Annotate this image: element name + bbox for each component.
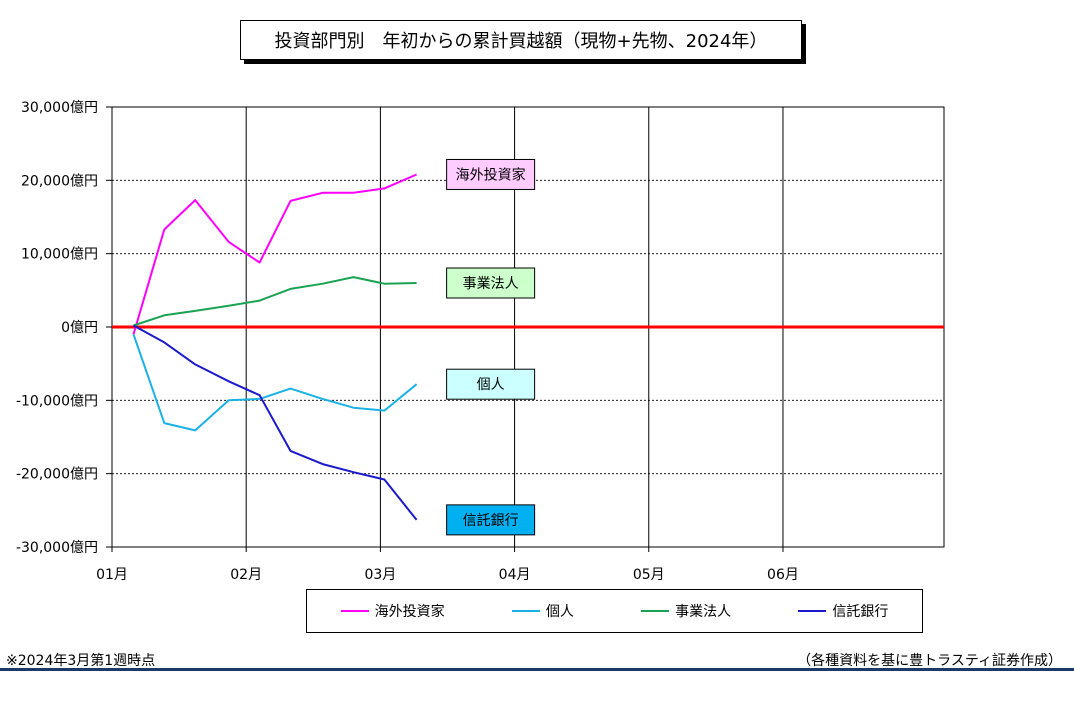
y-tick-label: -30,000億円 xyxy=(16,540,98,556)
series-label: 個人 xyxy=(477,377,505,393)
series-label: 事業法人 xyxy=(463,276,519,292)
x-tick-label: 05月 xyxy=(633,567,665,583)
series-label: 海外投資家 xyxy=(456,166,526,183)
y-tick-label: 0億円 xyxy=(61,320,98,336)
legend-swatch xyxy=(340,610,369,612)
legend-swatch xyxy=(511,610,540,612)
chart-legend: 海外投資家 個人 事業法人 信託銀行 xyxy=(306,589,923,633)
series-label-box xyxy=(446,158,536,190)
bottom-rule xyxy=(0,668,1074,671)
legend-swatch xyxy=(798,610,827,612)
legend-item: 信託銀行 xyxy=(798,601,888,621)
y-tick-label: 10,000億円 xyxy=(21,247,98,263)
legend-swatch xyxy=(641,610,670,612)
x-tick-label: 02月 xyxy=(230,567,262,583)
legend-item: 事業法人 xyxy=(641,601,731,621)
x-tick-label: 04月 xyxy=(499,567,531,583)
legend-label: 個人 xyxy=(545,604,574,620)
legend-item: 海外投資家 xyxy=(340,601,445,621)
x-tick-label: 01月 xyxy=(96,567,128,583)
source-note: （各種資料を基に豊トラスティ証券作成） xyxy=(797,653,1062,669)
series-line xyxy=(132,333,418,432)
series-line xyxy=(133,324,418,521)
series-label-box xyxy=(446,504,536,536)
x-tick-label: 03月 xyxy=(364,567,396,583)
y-tick-label: 20,000億円 xyxy=(21,173,98,189)
y-tick-label: -10,000億円 xyxy=(16,393,98,409)
legend-label: 海外投資家 xyxy=(374,604,445,620)
y-tick-label: -20,000億円 xyxy=(16,467,98,483)
series-label: 信託銀行 xyxy=(463,513,519,529)
legend-label: 事業法人 xyxy=(675,604,732,620)
series-line xyxy=(133,276,417,327)
legend-label: 信託銀行 xyxy=(832,604,889,620)
legend-item: 個人 xyxy=(511,601,574,621)
series-label-box xyxy=(446,267,536,299)
series-label-box xyxy=(446,368,536,400)
footnote: ※2024年3月第1週時点 xyxy=(6,653,156,669)
chart-title: 投資部門別 年初からの累計買越額（現物+先物、2024年） xyxy=(240,20,802,60)
series-line xyxy=(132,173,417,335)
y-tick-label: 30,000億円 xyxy=(21,100,98,116)
x-tick-label: 06月 xyxy=(767,567,799,583)
